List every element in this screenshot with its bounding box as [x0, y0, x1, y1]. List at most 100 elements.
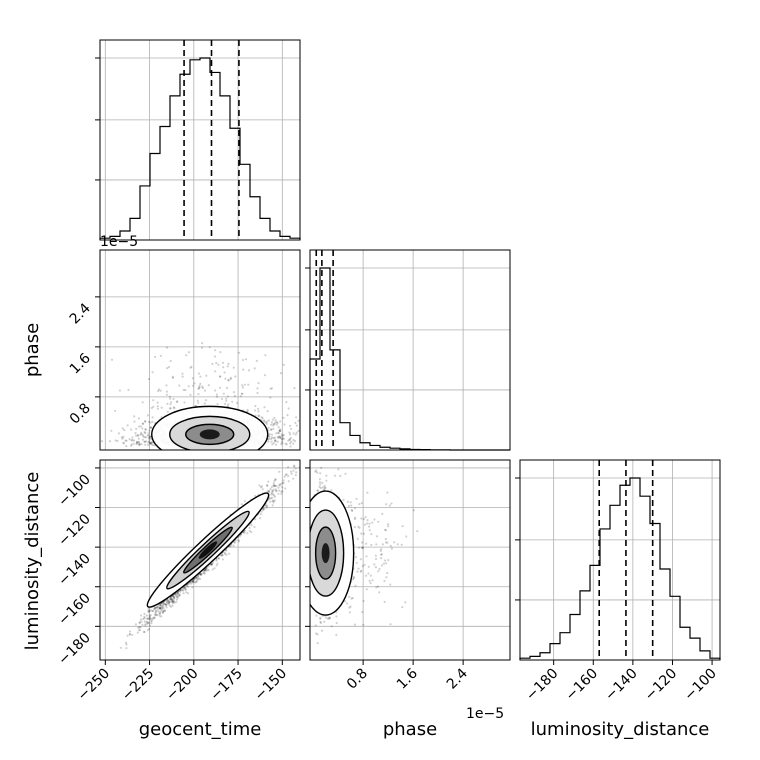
scatter-geocent-time-vs-luminosity-distance-point-644: [243, 500, 246, 503]
scatter-geocent-time-vs-luminosity-distance-point-908: [292, 469, 295, 472]
scatter-geocent-time-vs-phase-point-128: [214, 389, 217, 392]
scatter-geocent-time-vs-phase-point-1080: [226, 395, 229, 398]
scatter-geocent-time-vs-luminosity-distance-point-635: [169, 598, 172, 601]
scatter-geocent-time-vs-phase-point-1524: [269, 387, 272, 390]
scatter-geocent-time-vs-luminosity-distance-point-2092: [284, 473, 287, 477]
scatter-geocent-time-vs-luminosity-distance-point-2367: [262, 508, 265, 512]
scatter-geocent-time-vs-luminosity-distance-point-32: [280, 490, 283, 493]
scatter-geocent-time-vs-luminosity-distance-point-1317: [144, 623, 147, 626]
scatter-geocent-time-vs-phase-point-940: [117, 432, 121, 435]
scatter-geocent-time-vs-luminosity-distance-point-275: [178, 594, 181, 597]
scatter-geocent-time-vs-luminosity-distance-point-1809: [284, 487, 287, 490]
scatter-geocent-time-vs-phase-point-564: [122, 442, 126, 445]
scatter-geocent-time-vs-phase-point-1587: [263, 420, 266, 423]
scatter-geocent-time-vs-luminosity-distance-point-2215: [160, 608, 163, 611]
scatter-geocent-time-vs-phase-point-858: [128, 438, 131, 441]
scatter-geocent-time-vs-phase-point-79: [270, 421, 273, 424]
scatter-geocent-time-vs-luminosity-distance-point-469: [204, 569, 207, 572]
scatter-geocent-time-vs-luminosity-distance-point-1950: [164, 603, 167, 606]
scatter-geocent-time-vs-luminosity-distance-point-1319: [147, 617, 150, 620]
scatter-geocent-time-vs-luminosity-distance-point-806: [185, 591, 188, 594]
scatter-geocent-time-vs-phase-point-1141: [279, 436, 282, 440]
scatter-geocent-time-vs-luminosity-distance-point-293: [158, 612, 161, 615]
scatter-geocent-time-vs-phase-point-1589: [261, 417, 264, 420]
scatter-geocent-time-vs-phase-point-809: [268, 435, 271, 438]
scatter-geocent-time-vs-phase-point-2035: [241, 386, 244, 389]
scatter-geocent-time-vs-luminosity-distance-point-397: [290, 472, 293, 475]
scatter-geocent-time-vs-luminosity-distance-point-839: [128, 630, 132, 633]
scatter-geocent-time-vs-luminosity-distance-point-1750: [172, 595, 175, 598]
scatter-geocent-time-vs-phase-point-36: [143, 431, 146, 434]
scatter-geocent-time-vs-phase-point-639: [270, 428, 273, 431]
scatter-geocent-time-vs-phase-point-172: [211, 362, 214, 365]
hist-phase: [309, 249, 511, 451]
scatter-geocent-time-vs-phase-point-1122: [295, 416, 298, 419]
scatter-geocent-time-vs-phase-point-2131: [257, 382, 260, 385]
scatter-geocent-time-vs-phase-point-285: [292, 442, 295, 445]
scatter-geocent-time-vs-luminosity-distance-point-1922: [156, 605, 159, 609]
scatter-geocent-time-vs-luminosity-distance-point-2190: [153, 616, 156, 619]
scatter-geocent-time-vs-luminosity-distance-point-1788: [223, 551, 226, 554]
scatter-geocent-time-vs-phase-point-648: [279, 428, 282, 431]
scatter-geocent-time-vs-phase-point-853: [275, 432, 278, 435]
scatter-geocent-time-vs-phase-point-235: [120, 436, 123, 439]
scatter-geocent-time-vs-phase-point-826: [263, 406, 266, 409]
scatter-geocent-time-vs-phase-point-1259: [280, 441, 283, 444]
scatter-geocent-time-vs-phase-point-1946: [281, 438, 284, 441]
scatter-geocent-time-vs-phase-point-246: [279, 436, 282, 439]
scatter-geocent-time-vs-luminosity-distance-point-2013: [267, 489, 270, 492]
scatter-geocent-time-vs-luminosity-distance-point-1134: [172, 600, 175, 603]
scatter-geocent-time-vs-luminosity-distance-point-1970: [213, 567, 216, 570]
scatter-geocent-time-vs-phase-point-1211: [285, 401, 288, 404]
scatter-geocent-time-vs-luminosity-distance-point-1829: [274, 478, 277, 481]
scatter-geocent-time-vs-phase-point-1209: [281, 442, 284, 445]
scatter-geocent-time-vs-phase-point-1679: [286, 414, 289, 417]
scatter-geocent-time-vs-phase-point-169: [262, 419, 266, 422]
scatter-phase-vs-luminosity-distance-point-248: [366, 519, 369, 522]
scatter-geocent-time-vs-phase-point-364: [263, 374, 267, 377]
scatter-geocent-time-vs-luminosity-distance-point-353: [139, 628, 142, 632]
scatter-geocent-time-vs-phase-point-1103: [268, 437, 271, 440]
scatter-geocent-time-vs-phase-point-934: [142, 422, 145, 425]
scatter-geocent-time-vs-luminosity-distance-point-570: [185, 584, 189, 587]
scatter-phase-vs-luminosity-distance-point-118: [322, 488, 325, 491]
scatter-geocent-time-vs-phase-point-539: [138, 443, 141, 446]
scatter-geocent-time-vs-phase-point-1427: [267, 426, 270, 429]
scatter-geocent-time-vs-luminosity-distance-point-508: [191, 580, 194, 584]
scatter-geocent-time-vs-luminosity-distance-point-248: [160, 604, 163, 607]
scatter-geocent-time-vs-luminosity-distance-point-2080: [161, 611, 164, 614]
scatter-geocent-time-vs-luminosity-distance-point-168: [246, 532, 249, 535]
scatter-geocent-time-vs-phase-point-544: [276, 440, 279, 443]
scatter-geocent-time-vs-luminosity-distance-point-1857: [195, 580, 198, 583]
scatter-geocent-time-vs-luminosity-distance-point-1832: [150, 621, 153, 625]
scatter-geocent-time-vs-luminosity-distance-point-86: [281, 486, 284, 489]
scatter-geocent-time-vs-luminosity-distance-point-584: [293, 465, 296, 468]
scatter-geocent-time-vs-phase-point-920: [203, 402, 206, 405]
scatter-geocent-time-vs-luminosity-distance-point-1763: [225, 553, 228, 556]
scatter-geocent-time-vs-phase-point-1123: [181, 372, 184, 375]
scatter-geocent-time-vs-phase-point-623: [279, 429, 282, 433]
scatter-geocent-time-vs-phase-point-47: [169, 397, 172, 400]
scatter-geocent-time-vs-luminosity-distance-point-238: [282, 479, 285, 482]
scatter-geocent-time-vs-phase-point-1495: [290, 440, 293, 443]
scatter-geocent-time-vs-phase-point-627: [152, 405, 155, 408]
scatter-geocent-time-vs-phase-level-3: [199, 429, 220, 440]
scatter-geocent-time-vs-phase-point-841: [183, 401, 186, 404]
hist-phase-border: [309, 249, 511, 451]
scatter-geocent-time-vs-phase-point-1013: [219, 375, 222, 378]
scatter-geocent-time-vs-luminosity-distance-point-1506: [199, 573, 202, 576]
scatter-geocent-time-vs-phase-point-345: [130, 443, 133, 446]
scatter-geocent-time-vs-luminosity-distance-point-2074: [171, 604, 174, 607]
scatter-geocent-time-vs-phase-point-1190: [280, 435, 283, 438]
scatter-geocent-time-vs-phase-point-327: [283, 423, 286, 426]
scatter-geocent-time-vs-phase-point-630: [289, 436, 292, 440]
scatter-geocent-time-vs-phase-point-1751: [272, 424, 275, 427]
scatter-geocent-time-vs-phase-point-1232: [189, 393, 192, 396]
scatter-geocent-time-vs-phase-point-1173: [247, 369, 251, 372]
scatter-geocent-time-vs-phase-point-302: [169, 407, 172, 410]
scatter-geocent-time-vs-phase-point-916: [214, 370, 217, 373]
scatter-geocent-time-vs-luminosity-distance-point-1915: [165, 603, 168, 606]
scatter-geocent-time-vs-phase-point-666: [114, 439, 117, 442]
scatter-geocent-time-vs-luminosity-distance-point-870: [200, 573, 203, 576]
scatter-geocent-time-vs-luminosity-distance-point-484: [125, 647, 128, 650]
